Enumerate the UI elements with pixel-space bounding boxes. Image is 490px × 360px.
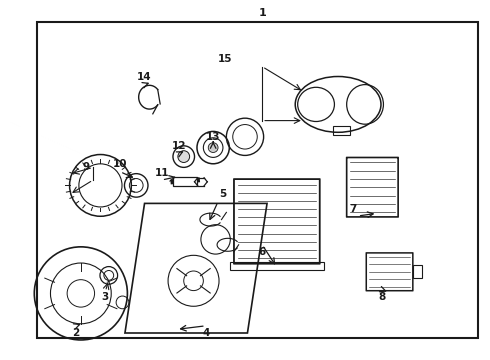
Bar (173, 177, 197, 186)
Text: 10: 10 (113, 159, 127, 169)
Text: 8: 8 (379, 292, 386, 302)
Text: 1: 1 (258, 8, 266, 18)
Circle shape (178, 151, 190, 162)
Text: 6: 6 (259, 247, 266, 257)
Text: 9: 9 (82, 162, 89, 172)
Text: 5: 5 (220, 189, 226, 199)
Text: 11: 11 (154, 168, 169, 178)
Bar (230, 262, 323, 270)
Text: 13: 13 (206, 132, 220, 142)
Text: 2: 2 (73, 328, 79, 338)
Text: 3: 3 (102, 292, 109, 302)
Bar (37, 22, 478, 338)
Bar (333, 126, 350, 135)
Text: 15: 15 (218, 54, 233, 64)
Text: 4: 4 (202, 328, 210, 338)
Text: 12: 12 (172, 141, 186, 151)
Circle shape (208, 143, 218, 153)
Bar (413, 265, 421, 278)
Text: 14: 14 (137, 72, 152, 82)
Text: 7: 7 (349, 204, 357, 214)
